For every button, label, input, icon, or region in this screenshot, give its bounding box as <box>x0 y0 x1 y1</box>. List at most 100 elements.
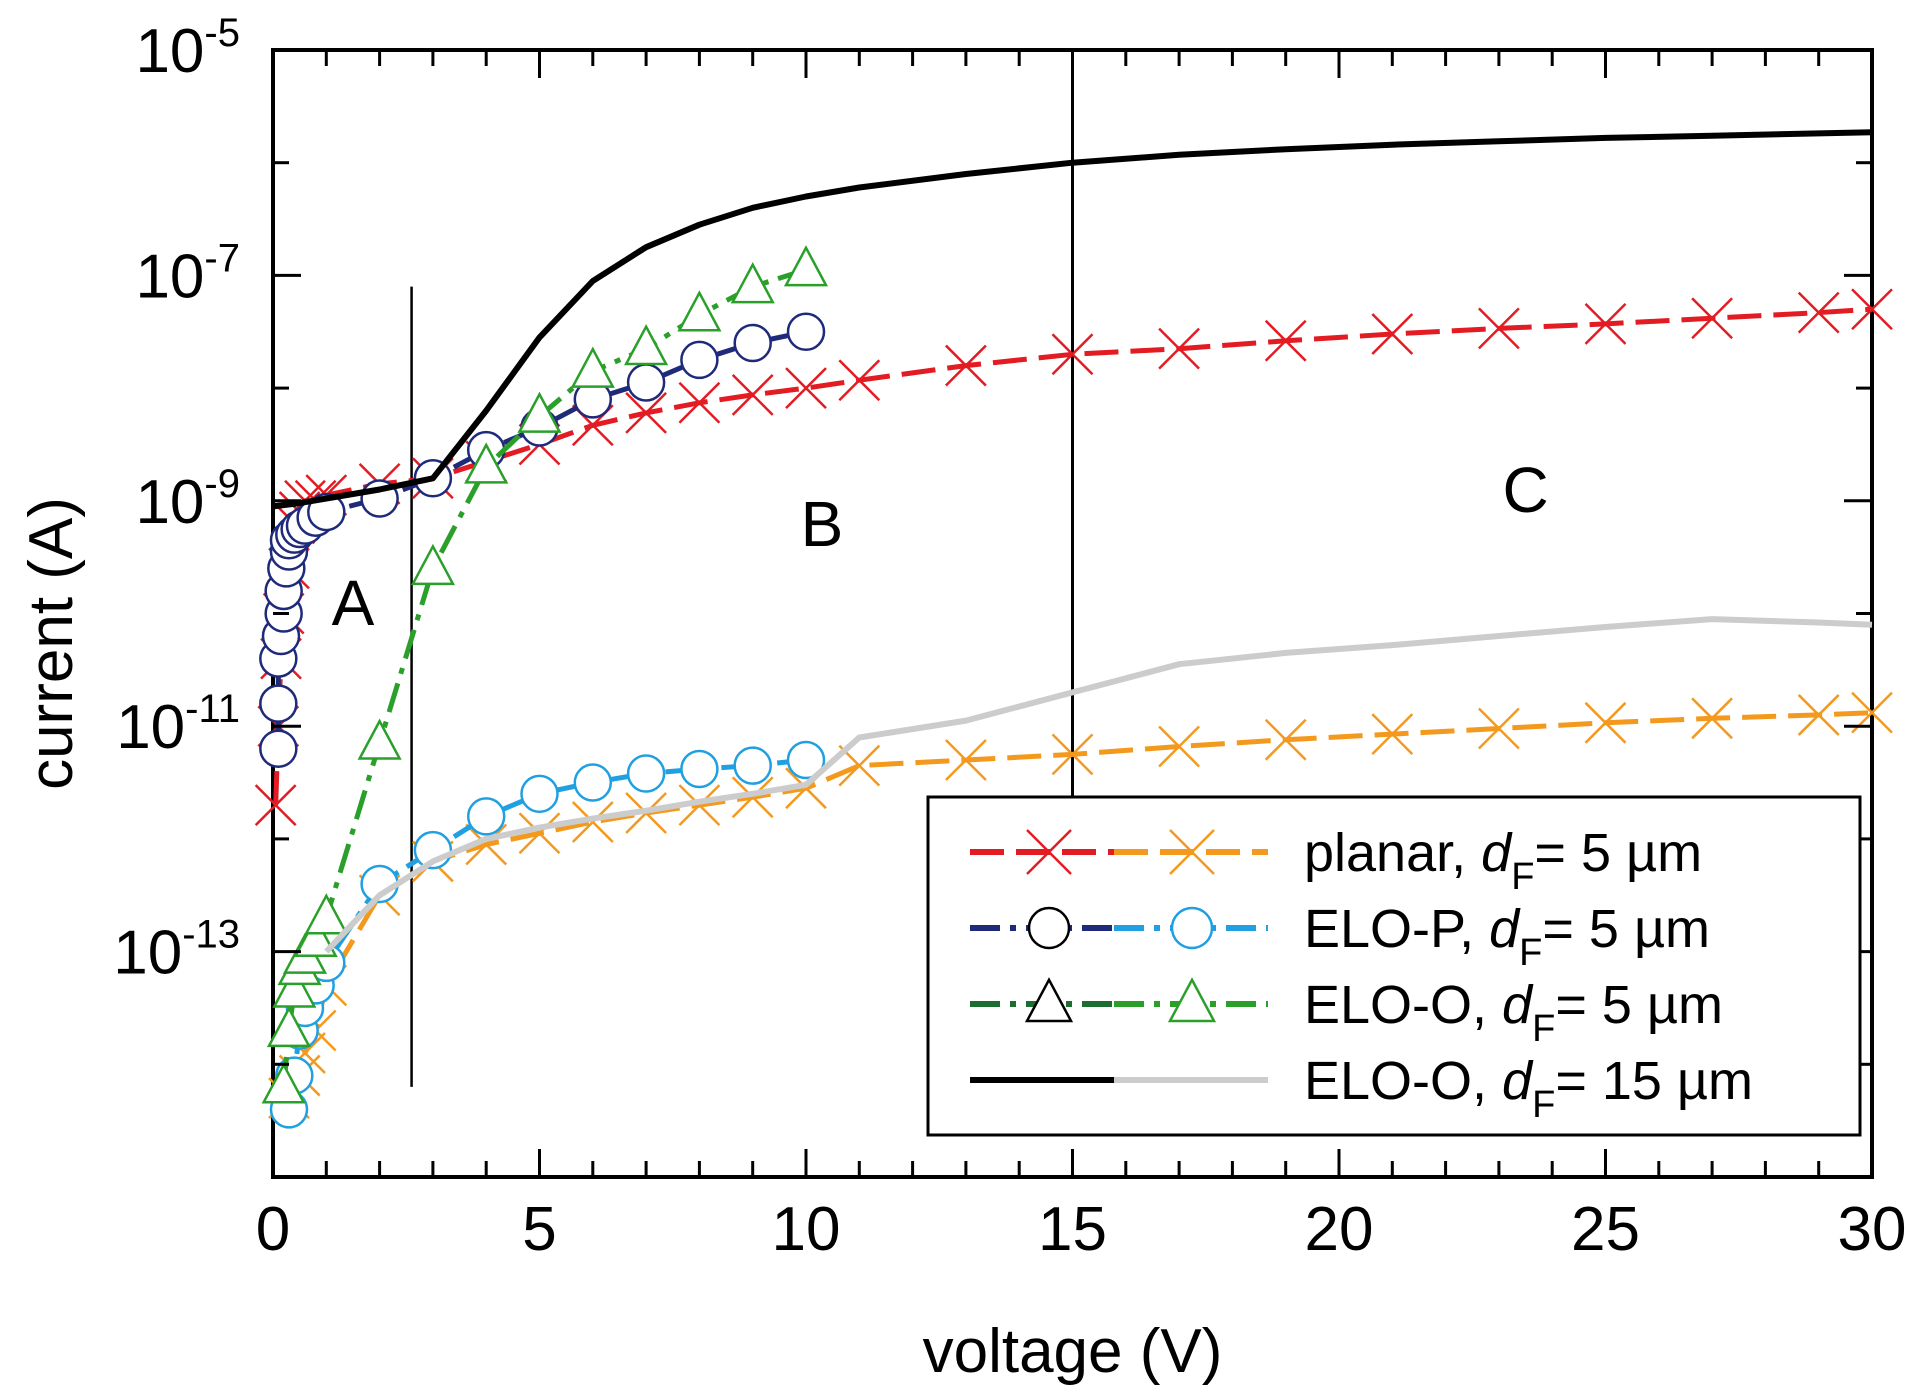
data-point <box>625 392 667 434</box>
x-axis-label: voltage (V) <box>923 1317 1223 1386</box>
data-point <box>1051 333 1094 376</box>
y-tick-label: 10-5 <box>135 11 240 86</box>
data-point <box>678 381 721 424</box>
data-point <box>1158 327 1200 370</box>
data-point <box>1851 288 1893 331</box>
series-line <box>275 329 807 749</box>
series-5 <box>272 129 1873 510</box>
data-point <box>1584 302 1627 345</box>
data-point <box>785 367 827 409</box>
axis-ticks: 0 5 10 15 20 25 30 10-5 10-7 10-9 10-11 10-13 <box>113 11 1906 1264</box>
legend-entry: planar, dF= 5 µm <box>970 823 1702 898</box>
region-label: B <box>801 488 844 560</box>
data-point <box>1478 707 1520 750</box>
data-point <box>783 245 829 287</box>
y-axis-label: current (A) <box>17 497 86 790</box>
region-label: A <box>332 567 375 639</box>
legend-label: ELO-O, dF= 5 µm <box>1304 975 1723 1050</box>
data-point <box>1691 697 1733 740</box>
series-line <box>286 757 807 1110</box>
data-point <box>272 966 317 1008</box>
data-point <box>1797 694 1840 736</box>
data-point <box>680 749 719 789</box>
series-6 <box>324 616 1873 954</box>
data-point <box>1158 725 1200 768</box>
data-point <box>254 784 297 826</box>
y-tick-label: 10-9 <box>135 462 240 537</box>
data-point <box>838 359 881 402</box>
data-point <box>570 346 615 388</box>
data-point <box>1170 906 1214 950</box>
series-group <box>254 129 1893 1129</box>
data-point <box>261 1062 306 1104</box>
x-tick-label: 30 <box>1838 1195 1907 1264</box>
x-tick-label: 25 <box>1571 1195 1640 1264</box>
data-point <box>731 776 774 819</box>
x-tick-label: 0 <box>256 1195 290 1264</box>
data-point <box>677 290 722 332</box>
data-point <box>680 340 719 380</box>
x-tick-label: 15 <box>1038 1195 1107 1264</box>
data-point <box>1051 733 1094 776</box>
data-point <box>1371 713 1414 755</box>
series-4 <box>261 245 829 1104</box>
data-point <box>410 543 455 586</box>
series-line <box>272 129 1873 510</box>
y-tick-label: 10-13 <box>113 913 240 988</box>
legend-entry: ELO-P, dF= 5 µm <box>970 899 1710 974</box>
data-point <box>945 739 987 781</box>
legend-entry: ELO-O, dF= 15 µm <box>970 1051 1753 1126</box>
data-point <box>1169 829 1215 875</box>
data-point <box>304 893 349 935</box>
data-point <box>1167 977 1217 1023</box>
data-point <box>520 774 559 814</box>
data-point <box>733 746 772 785</box>
data-point <box>571 801 614 843</box>
data-point <box>678 784 721 826</box>
data-point <box>945 344 987 387</box>
data-point <box>1797 291 1840 334</box>
axis-labels: voltage (V) current (A) <box>17 497 1222 1386</box>
data-point <box>259 684 298 723</box>
series-line <box>273 306 1873 806</box>
legend-entry: ELO-O, dF= 5 µm <box>970 975 1723 1050</box>
legend-label: ELO-P, dF= 5 µm <box>1304 899 1710 974</box>
data-point <box>517 391 562 433</box>
data-point <box>1027 906 1071 950</box>
data-point <box>731 373 774 416</box>
data-point <box>573 763 613 802</box>
data-point <box>1026 829 1072 875</box>
data-point <box>1264 718 1307 761</box>
data-point <box>733 323 772 363</box>
x-tick-label: 5 <box>522 1195 556 1264</box>
data-point <box>293 915 338 957</box>
data-point <box>786 740 826 780</box>
data-point <box>1024 977 1074 1023</box>
data-point <box>259 729 298 768</box>
data-point <box>1478 307 1520 350</box>
data-point <box>730 262 775 304</box>
data-point <box>1264 319 1307 362</box>
data-point <box>624 324 669 366</box>
data-point <box>1691 297 1733 340</box>
series-line <box>324 616 1873 954</box>
data-point <box>786 312 826 351</box>
data-point <box>1371 313 1414 355</box>
region-label: C <box>1502 454 1548 526</box>
data-point <box>466 797 506 836</box>
x-tick-label: 20 <box>1305 1195 1374 1264</box>
legend-label: ELO-O, dF= 15 µm <box>1304 1051 1753 1126</box>
data-point <box>464 442 509 484</box>
data-point <box>357 718 402 760</box>
data-point <box>1584 701 1627 744</box>
series-line <box>281 267 807 1088</box>
y-tick-label: 10-7 <box>135 236 240 311</box>
data-point <box>626 754 666 793</box>
data-point <box>465 823 508 866</box>
data-point <box>266 1005 312 1048</box>
data-point <box>518 812 561 855</box>
legend-label: planar, dF= 5 µm <box>1304 823 1702 898</box>
x-tick-label: 10 <box>772 1195 841 1264</box>
